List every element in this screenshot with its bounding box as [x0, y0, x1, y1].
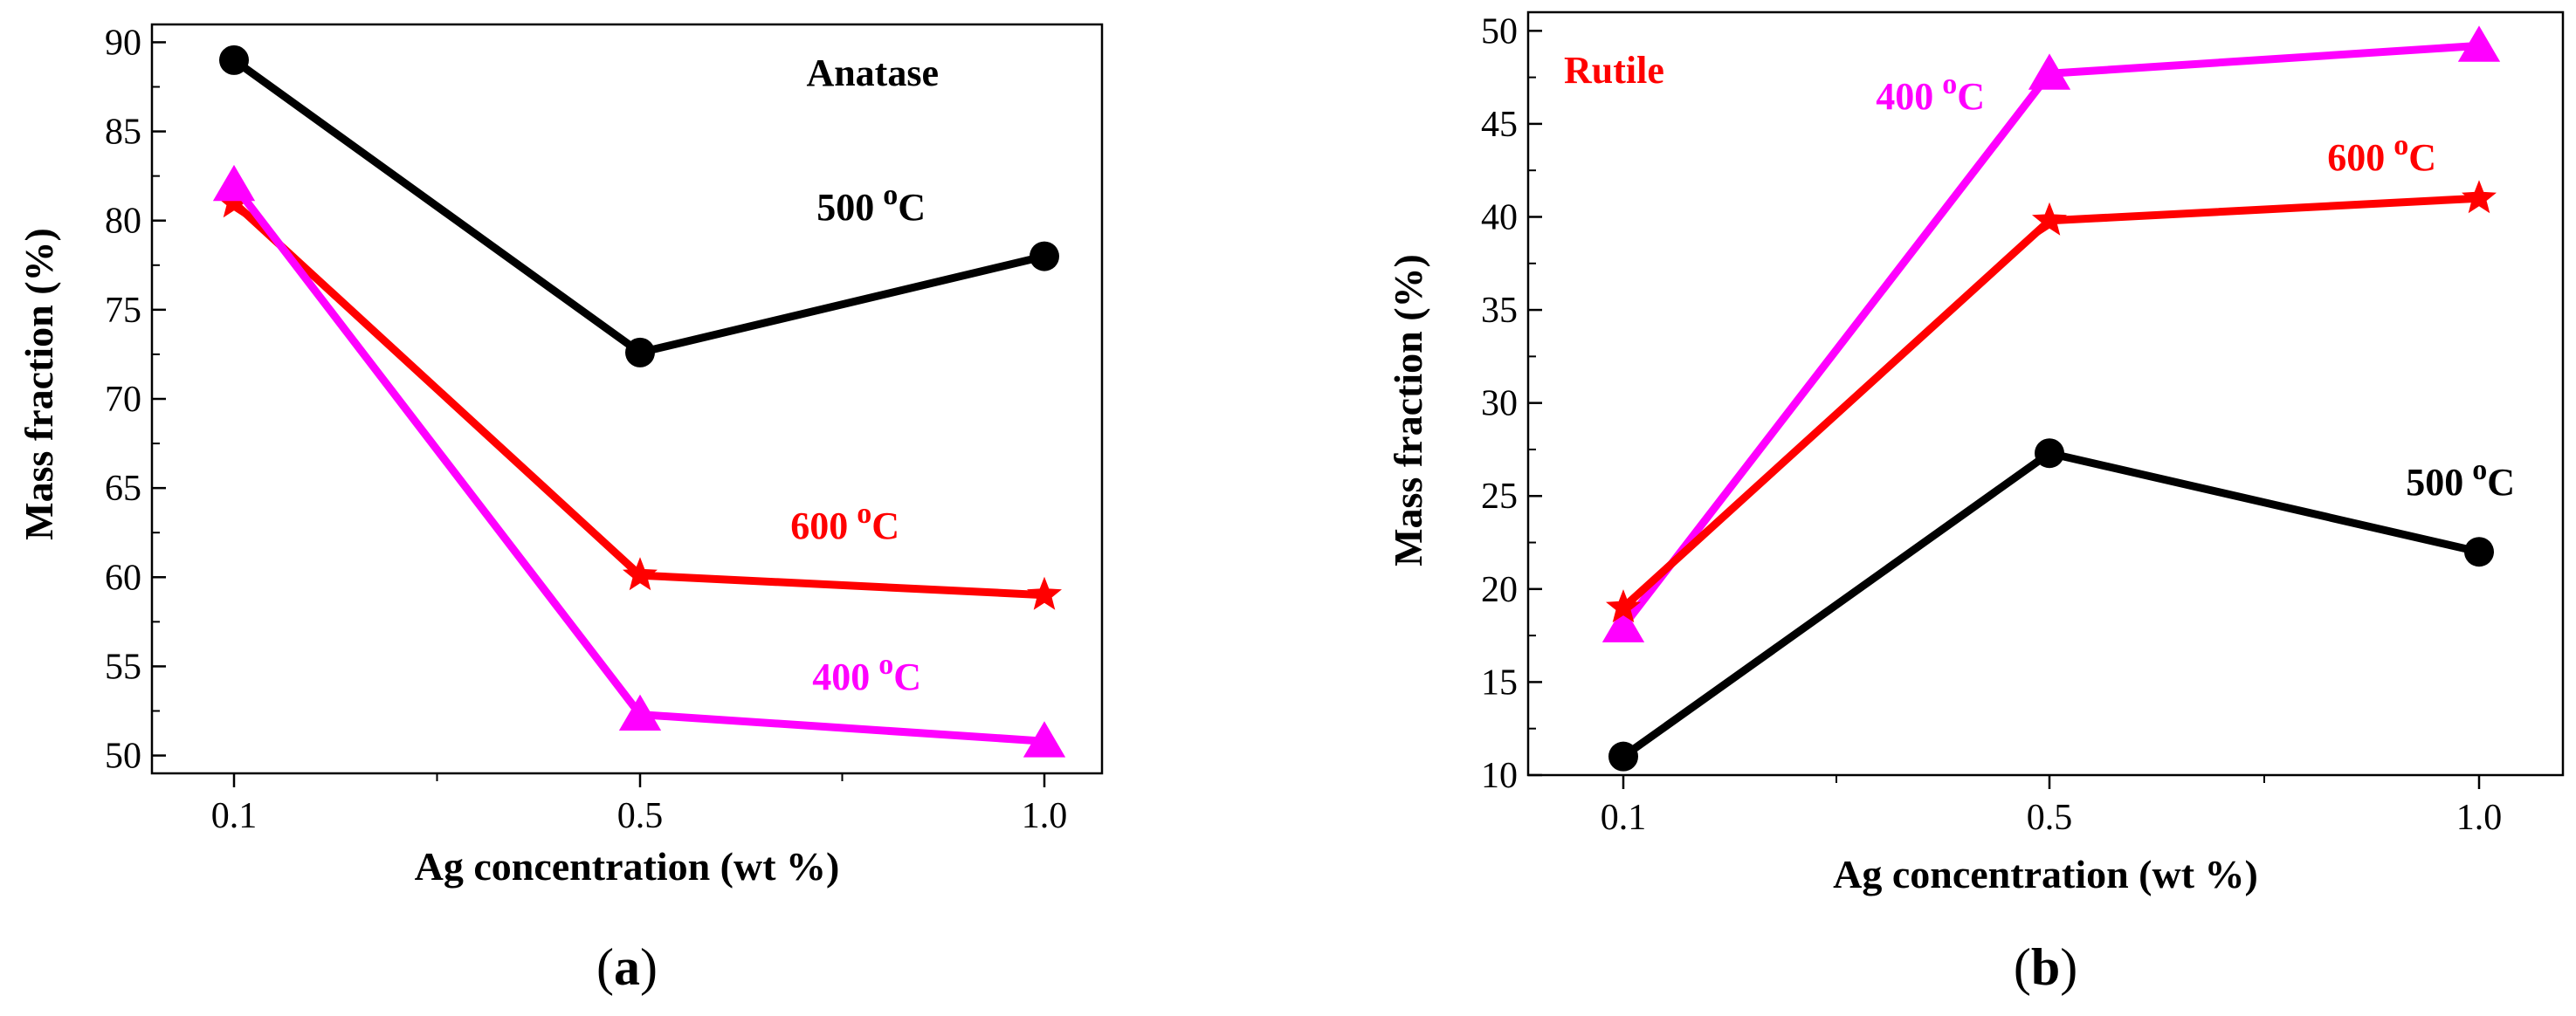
panel-a-y-tick-label: 75 [105, 291, 141, 331]
panel-b-y-tick-label: 45 [1481, 105, 1518, 145]
panel-a-data-point-400 [618, 694, 662, 731]
panel-a-x-axis-title: Ag concentration (wt %) [415, 844, 840, 889]
panel-a-y-axis-title: Mass fraction (%) [17, 228, 61, 540]
panel-b-data-point-400 [2457, 25, 2501, 62]
panel-a-data-point-500 [219, 45, 249, 75]
panel-b-data-point-400 [2028, 53, 2071, 90]
panel-b-y-axis-title: Mass fraction (%) [1386, 254, 1430, 566]
series-label-unit: C [871, 505, 899, 547]
panel-a-data-point-600 [1027, 576, 1062, 610]
panel-a-series-400 [212, 164, 1066, 758]
series-label-degree: o [857, 498, 871, 530]
panel-a-y-tick-label: 55 [105, 647, 141, 687]
panel-a-x-tick-label: 0.1 [211, 796, 258, 836]
panel-b-y-tick-label: 20 [1481, 570, 1518, 610]
panel-a-series-label-400: 400 oC [812, 649, 921, 698]
panel-a-data-point-400 [1023, 721, 1066, 758]
series-label-unit: C [2487, 461, 2515, 504]
caption-paren-close: ) [2060, 938, 2077, 996]
panel-a-y-tick-label: 70 [105, 380, 141, 420]
caption-letter: a [614, 938, 640, 996]
panel-b-y-tick-label: 15 [1481, 662, 1518, 703]
panel-a-series-500 [219, 45, 1059, 367]
series-label-unit: C [1957, 75, 1985, 118]
panel-a-y-tick-label: 60 [105, 558, 141, 598]
panel-b-y-tick-label: 35 [1481, 291, 1518, 331]
caption-paren-close: ) [640, 938, 658, 996]
panel-b-x-axis-title: Ag concentration (wt %) [1833, 852, 2258, 896]
panel-b-series-600 [1606, 180, 2497, 623]
panel-a-series-label-500: 500 oC [816, 179, 926, 229]
panel-a-caption: (a) [596, 938, 658, 996]
panel-a-x-tick-label: 0.5 [617, 796, 664, 836]
panel-b-x-tick-label: 0.5 [2027, 798, 2073, 838]
panel-a: 50 55 60 65 70 75 80 85 90 0.1 0.5 1.0 Ag concentrat… [17, 23, 1104, 996]
panel-a-y-tick-label: 80 [105, 202, 141, 242]
series-label-degree: o [2472, 454, 2487, 486]
series-label-degree: o [878, 649, 893, 681]
panel-a-y-tick-label: 65 [105, 469, 141, 509]
panel-a-y-tick-label: 50 [105, 737, 141, 777]
series-label-unit: C [2408, 136, 2436, 179]
panel-a-data-point-500 [1030, 241, 1059, 271]
caption-paren-open: ( [2014, 938, 2031, 996]
panel-b-x-tick-label: 1.0 [2456, 798, 2503, 838]
panel-b-plot-frame [1526, 10, 2565, 777]
panel-b-y-tick-label: 50 [1481, 11, 1518, 51]
panel-a-panel-name: Anatase [806, 51, 939, 94]
series-label-value: 600 [790, 505, 848, 547]
panel-a-data-point-500 [625, 337, 655, 367]
panel-b: 10 15 20 25 30 35 40 45 50 0.1 0.5 1.0 Ag concentrat… [1386, 10, 2565, 996]
series-label-value: 400 [1876, 75, 1933, 118]
panel-a-data-point-600 [623, 557, 658, 591]
caption-paren-open: ( [596, 938, 614, 996]
panel-b-caption: (b) [2014, 938, 2077, 996]
panel-b-series-label-500: 500 oC [2406, 454, 2515, 504]
panel-b-series-line-600 [1619, 194, 2483, 612]
panel-b-series-500 [1608, 438, 2494, 772]
panel-b-y-tick-label: 40 [1481, 197, 1518, 237]
caption-letter: b [2031, 938, 2060, 996]
series-label-value: 500 [816, 186, 874, 229]
panel-b-data-point-500 [2464, 537, 2494, 567]
panel-b-panel-name: Rutile [1564, 49, 1664, 92]
series-label-value: 500 [2406, 461, 2463, 504]
panel-a-data-point-600 [217, 184, 251, 218]
series-label-degree: o [1942, 68, 1957, 100]
panel-a-y-tick-label: 85 [105, 113, 141, 153]
panel-b-data-point-400 [1601, 606, 1645, 642]
panel-a-plot-frame [150, 23, 1104, 775]
panel-b-data-point-600 [1606, 589, 1641, 623]
series-label-value: 400 [812, 656, 870, 698]
panel-a-series-600 [217, 184, 1062, 610]
panel-a-series-label-600: 600 oC [790, 498, 899, 547]
panel-b-data-point-500 [2035, 438, 2064, 469]
panel-a-data-point-400 [212, 164, 256, 202]
series-label-degree: o [2393, 129, 2408, 161]
panel-b-series-line-500 [1619, 449, 2483, 761]
panel-b-y-tick-label: 30 [1481, 384, 1518, 424]
panel-b-data-point-500 [1608, 741, 1638, 772]
panel-b-series-label-600: 600 oC [2327, 129, 2436, 179]
panel-a-series-line-600 [230, 198, 1049, 600]
panel-b-y-tick-label: 10 [1481, 756, 1518, 796]
series-label-value: 600 [2327, 136, 2385, 179]
series-label-degree: o [883, 179, 898, 211]
panel-b-series-line-400 [1619, 41, 2483, 630]
panel-b-y-tick-label: 25 [1481, 477, 1518, 517]
panel-b-x-tick-label: 0.1 [1601, 798, 1647, 838]
panel-b-data-point-600 [2462, 180, 2497, 214]
series-label-unit: C [898, 186, 926, 229]
panel-b-series-400 [1601, 25, 2501, 642]
panel-a-series-line-400 [230, 181, 1049, 745]
panel-a-x-tick-label: 1.0 [1022, 796, 1068, 836]
panel-a-y-tick-label: 90 [105, 23, 141, 63]
panel-b-series-label-400: 400 oC [1876, 68, 1985, 118]
panel-b-data-point-600 [2032, 202, 2067, 236]
series-label-unit: C [893, 656, 921, 698]
